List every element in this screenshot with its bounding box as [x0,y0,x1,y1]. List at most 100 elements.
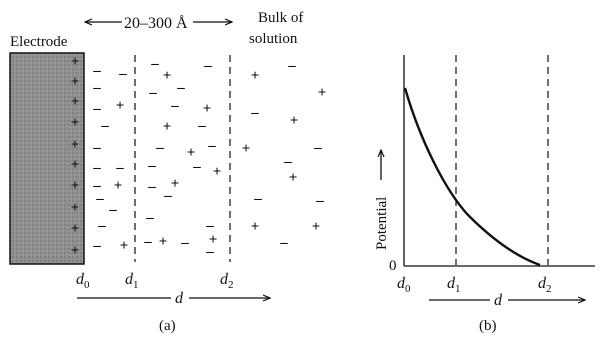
label-d2-letter: d [220,271,229,288]
solution-ion-minus: – [100,118,109,134]
distance-axis-b-label: d [494,292,503,309]
solution-ion-minus: – [147,179,156,195]
solution-ion-minus: – [315,193,324,209]
solution-ion-minus: – [92,101,101,117]
solution-ion-plus: + [116,98,125,114]
solution-ion-minus: – [118,66,127,82]
solution-ion-minus: – [148,85,157,101]
electrode-charge-plus: + [71,200,80,216]
thickness-indicator: 20–300 Å [85,14,232,32]
label-b-d2: d2 [538,275,552,295]
potential-label: Potential [374,197,390,250]
solution-ion-minus: – [283,154,292,170]
solution-ion-minus: – [147,158,156,174]
electrode-charge-plus: + [71,243,80,259]
label-d1: d1 [125,271,139,291]
solution-ion-plus: + [203,101,212,117]
thickness-label: 20–300 Å [124,14,188,32]
label-b-d0-letter: d [397,275,406,292]
solution-ion-plus: + [242,141,251,157]
label-b-d2-sub: 2 [546,283,552,295]
solution-ion-plus: + [290,113,299,129]
solution-ion-minus: – [205,218,214,234]
electrode-charge-plus: + [71,94,80,110]
solution-ion-plus: + [163,68,172,84]
label-b-d1-letter: d [447,275,456,292]
electrode-charge-plus: + [71,157,80,173]
electrode-charge-plus: + [71,54,80,70]
solution-ion-minus: – [207,138,216,154]
label-d2-sub: 2 [228,279,234,291]
solution-ion-minus: – [287,58,296,74]
solution-ion-minus: – [250,105,259,121]
distance-axis-label: d [175,290,184,307]
solution-ion-plus: + [187,145,196,161]
solution-ion-minus: – [313,140,322,156]
solution-ion-minus: – [145,210,154,226]
solution-ion-minus: – [192,159,201,175]
solution-ion-minus: – [92,160,101,176]
solution-ion-minus: – [92,178,101,194]
solution-ion-minus: – [197,118,206,134]
solution-ion-minus: – [92,140,101,156]
electrode-block [9,52,85,265]
label-b-d0: d0 [397,275,411,295]
solution-ion-minus: – [150,56,159,72]
solution-ion-plus: + [114,178,123,194]
solution-ion-plus: + [163,119,172,135]
bulk-label-line1: Bulk of [258,10,303,26]
electrode-charge-plus: + [71,115,80,131]
potential-label-group: Potential [374,150,390,250]
panel-b: Potential 0 d0 d1 d2 d (b) [374,55,595,334]
solution-ion-minus: – [205,244,214,260]
solution-ion-plus: + [289,170,298,186]
electrode-charge-plus: + [71,178,80,194]
potential-curve [403,87,541,267]
solution-ion-minus: – [180,235,189,251]
solution-ion-plus: + [213,164,222,180]
solution-ion-minus: – [115,160,124,176]
solution-ion-plus: + [318,85,327,101]
solution-ion-minus: – [92,238,101,254]
solution-ion-minus: – [163,188,172,204]
caption-b: (b) [479,318,497,334]
solution-ion-minus: – [253,191,262,207]
solution-ion-plus: + [159,234,168,250]
solution-ion-plus: + [251,219,260,235]
label-b-d0-sub: 0 [405,283,411,295]
caption-a: (a) [159,318,176,334]
electrode-label: Electrode [10,34,68,50]
solution-ion-plus: + [312,219,321,235]
solution-ion-plus: + [209,232,218,248]
solution-ion-minus: – [92,63,101,79]
label-d0-sub: 0 [84,279,90,291]
charge-layer: ++++++++++– ––+–+–– – – +– + – + – +– + –– – + – + –– – – –… [71,54,327,260]
solution-ion-plus: + [251,68,260,84]
solution-ion-plus: + [120,238,129,254]
solution-ion-minus: – [97,218,106,234]
solution-ion-minus: – [95,191,104,207]
label-d0-letter: d [76,271,85,288]
label-b-d2-letter: d [538,275,547,292]
solution-ion-plus: + [171,176,180,192]
zero-label: 0 [389,258,397,274]
label-b-d1: d1 [447,275,461,295]
label-b-d1-sub: 1 [455,283,461,295]
electrode-charge-plus: + [71,137,80,153]
label-d2: d2 [220,271,234,291]
label-d0: d0 [76,271,90,291]
solution-ion-minus: – [170,98,179,114]
solution-ion-minus: – [143,234,152,250]
solution-ion-minus: – [176,80,185,96]
label-d1-letter: d [125,271,134,288]
panel-a: Electrode 20–300 Å Bulk of solution + + + +… [9,10,327,334]
solution-ion-minus: – [155,140,164,156]
solution-ion-minus: – [279,235,288,251]
solution-ion-minus: – [92,80,101,96]
solution-ion-minus: – [108,202,117,218]
electrode-charge-plus: + [71,74,80,90]
electrode-charge-plus: + [71,221,80,237]
solution-ion-minus: – [203,58,212,74]
bulk-label-line2: solution [249,31,298,47]
